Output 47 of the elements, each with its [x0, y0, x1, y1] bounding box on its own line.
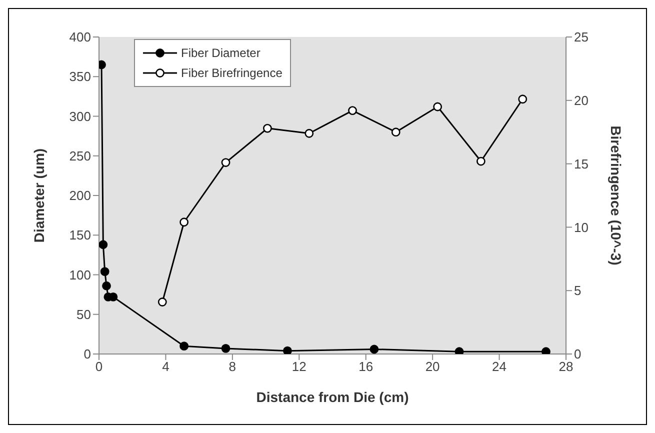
x-tick-label: 16 — [358, 359, 374, 374]
y2-tick-label: 20 — [574, 93, 588, 108]
point — [304, 128, 314, 138]
y2-axis-title: Birefringence (10^-3) — [608, 126, 624, 266]
x-tick-label: 20 — [425, 359, 440, 374]
y2-tick-label: 25 — [574, 30, 588, 45]
y-tick-label: 100 — [69, 267, 91, 282]
legend-label: Fiber Diameter — [181, 45, 260, 62]
point — [99, 240, 108, 250]
y-tick-label: 250 — [69, 148, 91, 164]
x-tick-label: 28 — [558, 359, 574, 374]
point — [370, 344, 379, 354]
y-tick-label: 350 — [69, 69, 91, 84]
y-tick-label: 50 — [76, 306, 91, 322]
point — [180, 342, 189, 351]
y-tick-label: 300 — [69, 108, 91, 124]
point — [180, 218, 189, 227]
point — [283, 346, 292, 354]
y2-tick-label: 0 — [574, 346, 582, 362]
point — [518, 94, 528, 104]
x-axis-title: Distance from Die (cm) — [256, 389, 409, 405]
y2-tick-label: 15 — [574, 156, 588, 172]
y-axis-title: Diameter (um) — [30, 148, 47, 243]
point — [454, 347, 464, 354]
x-tick-label: 0 — [95, 359, 103, 374]
point — [221, 344, 230, 353]
point — [476, 156, 486, 166]
point — [221, 158, 230, 167]
y2-tick-label: 10 — [574, 220, 588, 235]
x-tick-label: 4 — [162, 359, 170, 374]
point — [263, 124, 272, 133]
y-tick-label: 200 — [69, 188, 91, 204]
y-tick-label: 0 — [84, 346, 91, 362]
point — [158, 298, 167, 306]
point — [102, 281, 111, 290]
y-tick-label: 150 — [69, 228, 91, 243]
point — [100, 267, 110, 276]
y2-tick-label: 5 — [574, 283, 582, 298]
point — [433, 102, 442, 112]
x-tick-label: 8 — [228, 359, 236, 374]
legend-label: Fiber Birefringence — [181, 65, 282, 82]
point — [348, 106, 357, 115]
point — [542, 347, 550, 354]
x-tick-label: 24 — [492, 359, 507, 374]
y-tick-label: 400 — [69, 30, 91, 45]
point — [391, 128, 400, 137]
x-tick-label: 12 — [292, 359, 306, 374]
